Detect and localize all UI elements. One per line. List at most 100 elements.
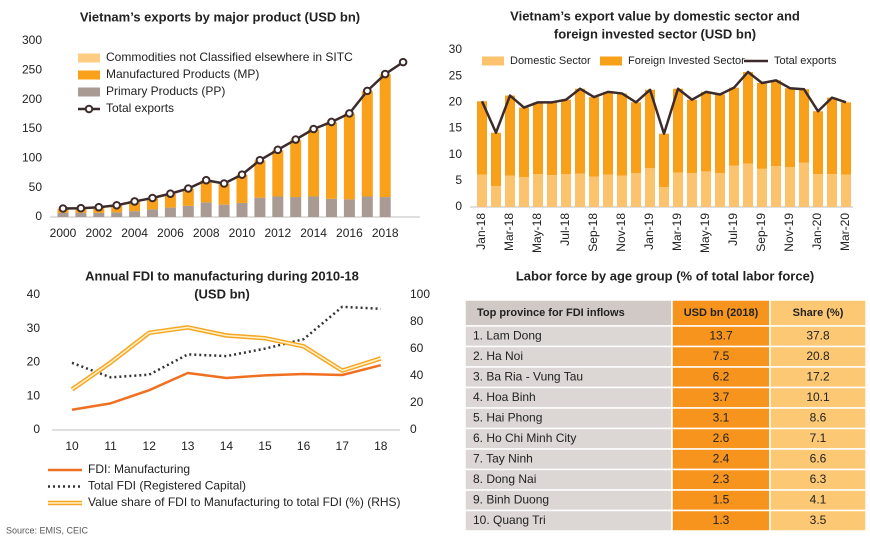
x-tick-label: Mar-20 (838, 213, 852, 251)
x-tick-label: 12 (143, 439, 157, 453)
bar-segment (343, 199, 355, 217)
table-title: Labor force by age group (% of total lab… (516, 268, 814, 283)
bar-segment (813, 174, 823, 207)
y-tick-label: 50 (29, 180, 43, 194)
cell-text: 20.8 (806, 349, 830, 363)
cell-text: 6. Ho Chi Minh City (473, 431, 576, 445)
bar-segment (147, 209, 158, 217)
bar-segment (799, 89, 809, 163)
bar-segment (645, 168, 655, 207)
x-tick-label: Sep-18 (586, 213, 600, 252)
y2-tick-label: 80 (410, 314, 424, 328)
cell-text: 7.5 (713, 349, 730, 363)
x-tick-label: 2006 (157, 226, 184, 240)
bar-segment (236, 175, 248, 203)
y-tick-label: 300 (22, 33, 42, 47)
x-tick-label: May-19 (698, 213, 712, 253)
x-tick-label: 16 (297, 439, 311, 453)
legend-swatch (78, 70, 100, 80)
cell-text: 6.6 (810, 451, 827, 465)
cell-text: 10.1 (806, 390, 830, 404)
bar-segment (343, 113, 355, 200)
cell-text: 2.3 (713, 472, 730, 486)
y2-tick-label: 100 (410, 287, 430, 301)
cell-text: 8.6 (810, 410, 827, 424)
cell-text: 3.7 (713, 390, 730, 404)
bar-segment (715, 172, 725, 207)
y-tick-label: 250 (22, 63, 42, 77)
bar-segment (589, 97, 599, 177)
bar-segment (659, 133, 669, 188)
x-tick-label: 14 (220, 439, 234, 453)
source-note: Source: EMIS, CEIC (6, 525, 89, 535)
bar-segment (533, 102, 543, 175)
y-tick-label: 30 (449, 42, 463, 56)
header-cell (671, 299, 771, 327)
bar-segment (129, 211, 141, 217)
chart-title: Annual FDI to manufacturing during 2010-… (85, 268, 359, 283)
line-marker (237, 170, 247, 179)
legend-swatch (600, 56, 622, 66)
line-marker (273, 145, 283, 155)
line-marker (309, 124, 318, 134)
bar-segment (547, 175, 557, 207)
cell-text: 1.5 (713, 492, 730, 506)
cell-text: 2.4 (713, 451, 730, 465)
x-tick-label: 2000 (50, 226, 77, 240)
bar-segment (361, 196, 373, 217)
bar-segment (659, 187, 669, 207)
bar-segment (785, 88, 795, 168)
bar-segment (182, 188, 194, 206)
chart-title: Vietnam’s export value by domestic secto… (510, 8, 800, 23)
x-tick-label: Nov-18 (614, 213, 628, 252)
legend-label: Foreign Invested Sector (628, 55, 745, 67)
legend-label: Manufactured Products (MP) (106, 67, 259, 81)
legend-label: Total FDI (Registered Capital) (88, 479, 246, 493)
series-line (71, 363, 382, 411)
y-tick-label: 20 (27, 355, 41, 369)
legend-label: Total exports (106, 101, 174, 115)
bar-segment (701, 91, 711, 172)
bar-segment (631, 102, 641, 173)
cell-text: 5. Hai Phong (473, 410, 542, 424)
bar-segment (827, 97, 837, 175)
x-tick-label: 2012 (264, 226, 291, 240)
table-cell (769, 509, 867, 532)
line-marker (380, 69, 390, 79)
x-tick-label: 2004 (121, 226, 148, 240)
bar-segment (477, 174, 487, 207)
bar-segment (715, 94, 725, 173)
x-tick-label: 2014 (300, 226, 327, 240)
bar-segment (200, 180, 212, 203)
bar-segment (379, 74, 391, 198)
y2-tick-label: 0 (410, 422, 417, 436)
x-tick-label: Jul-19 (726, 213, 740, 246)
bar-segment (561, 174, 571, 207)
bar-segment (164, 193, 176, 208)
bar-segment (308, 129, 320, 197)
bar-segment (603, 174, 613, 207)
bar-segment (129, 201, 141, 212)
y-tick-label: 200 (22, 92, 42, 106)
bar-segment (617, 93, 627, 176)
bar-segment (687, 172, 697, 207)
bar-segment (785, 167, 795, 207)
line-marker (363, 86, 372, 96)
x-tick-label: 13 (181, 439, 195, 453)
bar-segment (673, 88, 683, 173)
x-tick-label: 2018 (372, 226, 399, 240)
series-line-inner (71, 326, 382, 391)
legend-label: Commodities not Classified elsewhere in … (106, 50, 353, 64)
y-tick-label: 15 (449, 121, 463, 135)
cell-text: 17.2 (806, 369, 830, 383)
bar-segment (57, 212, 69, 217)
x-tick-label: 10 (65, 439, 79, 453)
cell-text: 1. Lam Dong (473, 328, 542, 342)
x-tick-label: Jan-18 (474, 213, 488, 250)
bar-segment (673, 172, 683, 207)
bar-segment (290, 140, 302, 198)
bar-segment (757, 82, 767, 169)
bar-segment (743, 163, 753, 207)
x-tick-label: 2008 (193, 226, 220, 240)
